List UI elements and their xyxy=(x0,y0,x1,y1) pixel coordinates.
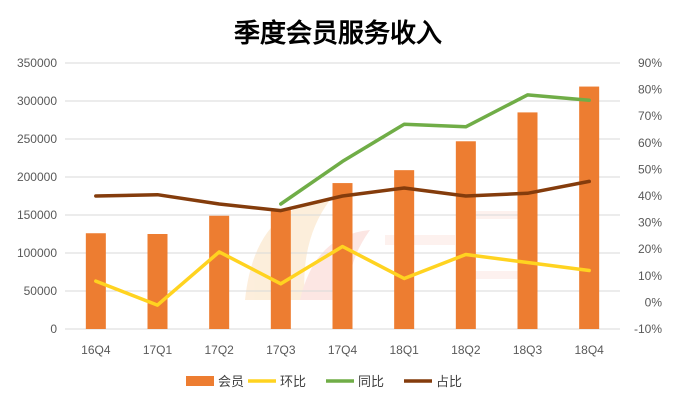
chart-title: 季度会员服务收入 xyxy=(234,18,442,49)
bar-series xyxy=(85,86,600,330)
left-tick-label: 200000 xyxy=(17,170,57,184)
left-tick-label: 250000 xyxy=(17,132,57,146)
left-tick-label: 100000 xyxy=(17,246,57,260)
right-tick-label: 60% xyxy=(638,136,662,150)
right-tick-label: 50% xyxy=(638,162,662,176)
legend-label: 占比 xyxy=(436,375,462,390)
x-tick-label: 16Q4 xyxy=(81,343,111,357)
left-axis: 0 50000 100000 150000 200000 250000 300000 3500… xyxy=(17,56,57,336)
x-tick-label: 17Q4 xyxy=(328,343,358,357)
bar xyxy=(455,141,476,329)
bar xyxy=(209,215,230,329)
line-series-path xyxy=(94,244,591,307)
x-tick-label: 17Q3 xyxy=(266,343,296,357)
left-tick-label: 0 xyxy=(50,322,57,336)
legend-label: 会员 xyxy=(218,375,244,390)
x-tick-label: 17Q1 xyxy=(143,343,173,357)
line-series xyxy=(94,93,591,307)
bar xyxy=(147,234,168,329)
right-tick-label: 40% xyxy=(638,189,662,203)
right-tick-label: -10% xyxy=(634,322,662,336)
bar xyxy=(270,209,291,329)
x-tick-label: 18Q2 xyxy=(451,343,481,357)
right-tick-label: 30% xyxy=(638,216,662,230)
legend-label: 同比 xyxy=(358,375,384,390)
bar xyxy=(517,112,538,330)
x-tick-label: 18Q1 xyxy=(389,343,419,357)
right-tick-label: 80% xyxy=(638,83,662,97)
left-tick-label: 300000 xyxy=(17,94,57,108)
legend: 会员 环比 同比 占比 xyxy=(186,375,462,390)
left-tick-label: 150000 xyxy=(17,208,57,222)
x-axis: 16Q4 17Q1 17Q2 17Q3 17Q4 18Q1 18Q2 18Q3 18Q4 xyxy=(81,343,604,357)
legend-label: 环比 xyxy=(280,375,306,390)
bar xyxy=(332,183,353,329)
bar xyxy=(394,170,415,329)
bar xyxy=(579,86,600,329)
left-tick-label: 50000 xyxy=(24,284,58,298)
x-tick-label: 18Q3 xyxy=(513,343,543,357)
line-series-path xyxy=(94,179,591,213)
legend-swatch xyxy=(186,376,214,386)
x-tick-label: 17Q2 xyxy=(204,343,234,357)
right-axis: -10% 0% 10% 20% 30% 40% 50% 60% 70% 80% 90% xyxy=(634,56,662,336)
right-tick-label: 10% xyxy=(638,269,662,283)
x-tick-label: 18Q4 xyxy=(574,343,604,357)
right-tick-label: 20% xyxy=(638,242,662,256)
right-tick-label: 90% xyxy=(638,56,662,70)
left-tick-label: 350000 xyxy=(17,56,57,70)
line-series-path xyxy=(279,93,591,206)
right-tick-label: 0% xyxy=(645,295,663,309)
right-tick-label: 70% xyxy=(638,109,662,123)
